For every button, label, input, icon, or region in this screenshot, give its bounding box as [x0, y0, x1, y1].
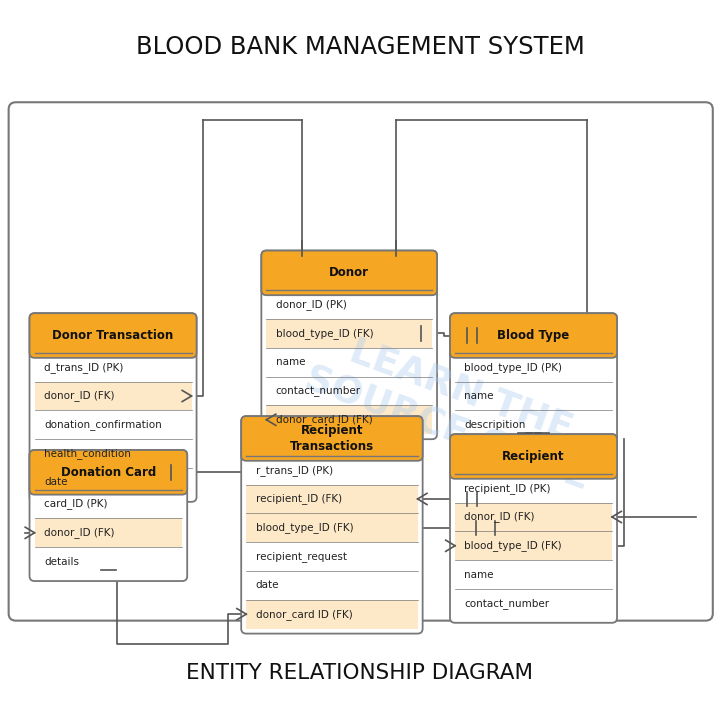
Text: details: details	[44, 557, 79, 567]
Bar	[37, 335, 189, 353]
Bar	[455, 410, 612, 439]
Text: donation_confirmation: donation_confirmation	[44, 419, 162, 431]
Text: date: date	[256, 580, 279, 590]
Text: descripition: descripition	[464, 420, 526, 430]
Bar	[455, 353, 612, 382]
Bar	[455, 382, 612, 410]
Bar	[35, 490, 182, 518]
Text: blood_type_ID (FK): blood_type_ID (FK)	[256, 522, 354, 534]
Text: ENTITY RELATIONSHIP DIAGRAM: ENTITY RELATIONSHIP DIAGRAM	[186, 663, 534, 683]
Text: Donor Transaction: Donor Transaction	[53, 329, 174, 342]
Text: donor_card ID (FK): donor_card ID (FK)	[276, 414, 372, 426]
Bar	[246, 542, 418, 571]
FancyBboxPatch shape	[241, 416, 423, 634]
FancyBboxPatch shape	[261, 251, 437, 295]
FancyBboxPatch shape	[30, 313, 197, 358]
Bar	[35, 468, 192, 497]
Text: date: date	[44, 477, 68, 487]
Bar	[35, 353, 192, 382]
Bar	[37, 472, 179, 490]
Bar	[266, 319, 432, 348]
Bar	[35, 518, 182, 547]
Text: blood_type_ID (PK): blood_type_ID (PK)	[464, 361, 562, 373]
Bar	[35, 439, 192, 468]
Text: r_trans_ID (PK): r_trans_ID (PK)	[256, 464, 333, 476]
Bar	[266, 290, 432, 319]
Text: donor_card ID (FK): donor_card ID (FK)	[256, 608, 352, 620]
Text: LEARN THE
SOURCE CODE: LEARN THE SOURCE CODE	[299, 323, 608, 498]
FancyBboxPatch shape	[450, 434, 617, 623]
FancyBboxPatch shape	[30, 450, 187, 581]
Bar	[455, 503, 612, 531]
Text: card_ID (PK): card_ID (PK)	[44, 498, 107, 510]
FancyBboxPatch shape	[450, 434, 617, 479]
Text: d_trans_ID (PK): d_trans_ID (PK)	[44, 361, 123, 373]
Text: name: name	[464, 391, 494, 401]
Bar	[246, 513, 418, 542]
Text: recipient_ID (PK): recipient_ID (PK)	[464, 482, 551, 494]
Text: Donor: Donor	[329, 266, 369, 279]
FancyBboxPatch shape	[30, 313, 197, 502]
Text: health_condition: health_condition	[44, 448, 131, 459]
Text: Recipient
Transactions: Recipient Transactions	[290, 424, 374, 453]
Text: contact_number: contact_number	[464, 598, 549, 609]
Text: donor_ID (FK): donor_ID (FK)	[44, 527, 114, 539]
Bar	[455, 474, 612, 503]
Text: name: name	[464, 570, 494, 580]
FancyBboxPatch shape	[241, 416, 423, 461]
Text: contact_number: contact_number	[276, 385, 361, 397]
Bar	[266, 377, 432, 405]
FancyBboxPatch shape	[261, 251, 437, 439]
Text: blood_type_ID (FK): blood_type_ID (FK)	[464, 540, 562, 552]
Bar	[266, 405, 432, 434]
Text: BLOOD BANK MANAGEMENT SYSTEM: BLOOD BANK MANAGEMENT SYSTEM	[135, 35, 585, 59]
Bar	[266, 348, 432, 377]
Bar	[455, 531, 612, 560]
Bar	[458, 456, 609, 474]
Text: name: name	[276, 357, 305, 367]
Bar	[35, 382, 192, 410]
Text: donor_ID (PK): donor_ID (PK)	[276, 299, 346, 310]
Bar	[458, 335, 609, 353]
Text: Blood Type: Blood Type	[498, 329, 570, 342]
FancyBboxPatch shape	[450, 313, 617, 444]
Bar	[249, 438, 415, 456]
Text: donor_ID (FK): donor_ID (FK)	[44, 390, 114, 402]
FancyBboxPatch shape	[30, 450, 187, 495]
Text: recipient_ID (FK): recipient_ID (FK)	[256, 493, 342, 505]
Bar	[455, 560, 612, 589]
Text: Recipient: Recipient	[503, 450, 564, 463]
Bar	[35, 547, 182, 576]
Bar	[246, 456, 418, 485]
Bar	[35, 410, 192, 439]
Text: recipient_request: recipient_request	[256, 551, 346, 562]
Bar	[246, 600, 418, 629]
FancyBboxPatch shape	[450, 313, 617, 358]
Text: blood_type_ID (FK): blood_type_ID (FK)	[276, 328, 374, 339]
Bar	[246, 485, 418, 513]
Bar	[455, 589, 612, 618]
Text: Donation Card: Donation Card	[60, 466, 156, 479]
Bar	[246, 571, 418, 600]
Bar	[269, 272, 429, 290]
Text: donor_ID (FK): donor_ID (FK)	[464, 511, 535, 523]
